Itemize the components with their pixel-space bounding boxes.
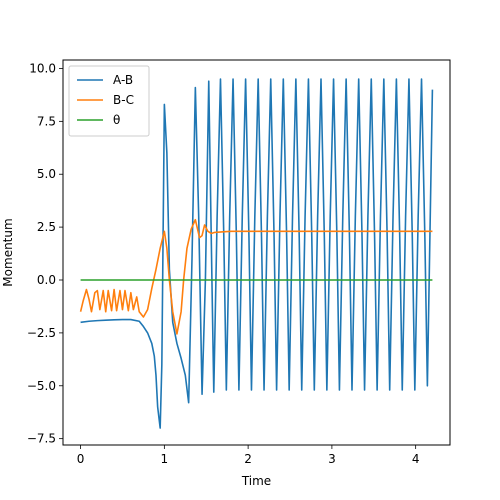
series-layer xyxy=(79,78,434,429)
y-tick-label: 5.0 xyxy=(37,167,56,181)
legend-entry: A-B xyxy=(77,73,133,87)
legend-entry: B-C xyxy=(77,93,134,107)
x-tick-label: 0 xyxy=(77,452,85,466)
x-tick-label: 2 xyxy=(244,452,252,466)
x-tick-label: 3 xyxy=(328,452,336,466)
y-tick-label: 10.0 xyxy=(29,61,56,75)
x-axis: 0 1 2 3 4 xyxy=(77,445,420,466)
legend-label-b-c: B-C xyxy=(113,93,134,107)
x-tick-label: 4 xyxy=(412,452,420,466)
y-tick-label: 7.5 xyxy=(37,114,56,128)
legend: A-B B-C θ xyxy=(68,65,150,137)
y-axis: −7.5 −5.0 −2.5 0.0 2.5 5.0 7.5 10.0 xyxy=(27,61,63,446)
legend-entry: θ xyxy=(77,113,120,127)
legend-label-theta: θ xyxy=(113,113,120,127)
y-tick-label: 0.0 xyxy=(37,273,56,287)
series-line-b-c xyxy=(79,218,433,335)
y-tick-label: −2.5 xyxy=(27,326,56,340)
y-tick-label: −5.0 xyxy=(27,379,56,393)
y-axis-label: Momentum xyxy=(1,218,15,286)
legend-box xyxy=(68,65,150,137)
y-tick-label: −7.5 xyxy=(27,432,56,446)
x-tick-label: 1 xyxy=(161,452,169,466)
legend-label-a-b: A-B xyxy=(113,73,133,87)
x-axis-label: Time xyxy=(241,474,271,488)
axes-frame xyxy=(62,59,451,446)
series-line-a-b xyxy=(80,78,434,429)
y-tick-label: 2.5 xyxy=(37,220,56,234)
